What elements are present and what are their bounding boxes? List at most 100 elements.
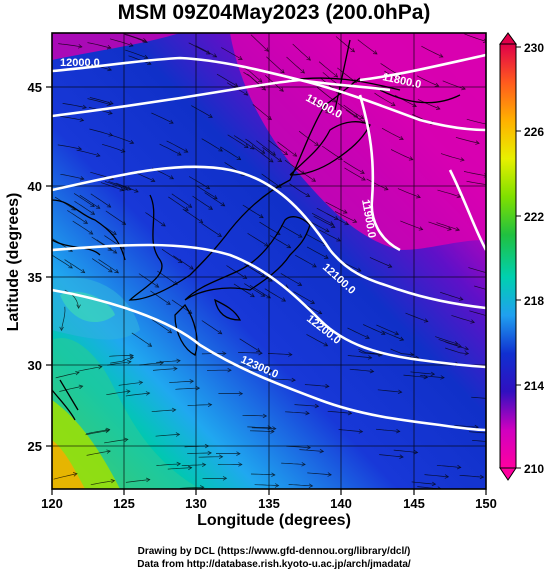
streamline-arrowhead [280,69,285,74]
streamline-arrowhead [147,342,153,347]
streamline [286,56,305,74]
streamline-arrowhead [434,82,440,87]
streamline [188,42,211,55]
streamline-arrowhead [360,169,365,174]
streamline [464,33,486,42]
streamline [268,139,288,155]
streamline [280,273,302,286]
streamline-arrowhead [464,346,470,351]
streamline [262,147,282,162]
streamline-arrowhead [327,472,332,477]
streamline-arrowhead [243,143,249,149]
streamline [216,73,238,87]
streamline-arrowhead [258,350,263,356]
streamline-arrowhead [110,478,116,484]
streamline-arrowhead [59,326,64,332]
streamline-arrowhead [279,87,284,92]
streamline [250,473,275,476]
streamline [311,212,334,225]
streamline-arrowhead [195,385,201,391]
streamline [466,180,486,185]
streamline [369,257,392,268]
streamline-arrowhead [208,113,213,118]
streamline [195,45,217,58]
streamline-arrowhead [124,437,129,442]
streamline-arrowhead [220,202,226,207]
streamline-arrowhead [150,177,156,182]
streamline [242,67,263,83]
streamline-arrowhead [169,175,175,180]
streamline [152,368,178,371]
streamline [238,352,263,354]
streamline [86,450,111,456]
streamline [288,484,313,487]
contour-label-12000: 12000.0 [60,57,100,69]
streamline-arrowhead [444,474,450,479]
streamline [249,430,275,432]
streamline-arrowhead [418,226,424,231]
streamline [108,181,132,191]
y-tick-labels: 45 40 35 30 25 [28,80,42,454]
streamline [269,235,291,249]
streamline [381,127,404,140]
streamline-arrowhead [356,267,362,272]
streamline-arrowhead [83,219,89,224]
streamline-arrowhead [440,375,445,380]
colorbar-label: 222 [524,210,544,224]
streamline [60,173,84,180]
streamline [256,140,276,156]
credit-data: Data from http://database.rish.kyoto-u.a… [137,559,411,570]
streamline-arrowhead [171,407,177,413]
streamline-arrowhead [184,206,189,211]
streamline-arrowhead [301,462,306,467]
streamline [253,147,274,163]
streamline-arrowhead [454,341,459,346]
streamline [106,390,131,396]
streamline-arrowhead [79,176,85,181]
streamline-arrowhead [217,232,223,237]
streamline-arrowhead [129,353,134,359]
streamline-arrowhead [330,223,336,228]
streamline [463,171,486,177]
streamline-arrowhead [367,355,373,360]
streamline-arrowhead [365,334,370,339]
streamline [125,392,150,397]
streamline-arrowhead [387,263,393,268]
streamline-arrowhead [336,237,341,242]
streamline-arrowhead [187,465,193,471]
streamline [167,467,192,470]
streamline [454,424,479,428]
streamline-arrowhead [166,300,171,305]
colorbar-label: 230 [524,41,544,55]
streamline [244,283,265,297]
streamline-arrowhead [106,449,111,454]
streamline [344,167,366,181]
y-axis-label: Latitude (degrees) [5,192,22,332]
streamline [76,149,100,157]
streamline [161,248,183,263]
streamline-arrowhead [423,374,429,380]
streamline [343,104,364,119]
streamline-arrowhead [97,364,103,370]
streamline-arrowhead [372,50,378,55]
streamline [334,211,357,223]
streamline-arrowhead [138,380,144,385]
streamline-arrowhead [238,462,243,467]
x-tick-label: 130 [185,496,207,511]
streamline-arrowhead [458,296,464,301]
streamline [62,103,87,109]
streamline [335,36,355,53]
streamline-arrowhead [72,472,78,477]
streamline [468,267,486,273]
streamline [358,350,383,356]
streamline-arrowhead [145,477,151,483]
streamline [175,387,200,390]
streamline [85,430,110,436]
streamline [196,185,218,200]
streamline-arrowhead [198,218,204,224]
streamline [156,463,181,466]
streamline [374,92,396,106]
streamline [128,55,152,65]
streamline-arrowhead [431,481,437,487]
streamline-arrowhead [489,431,493,435]
